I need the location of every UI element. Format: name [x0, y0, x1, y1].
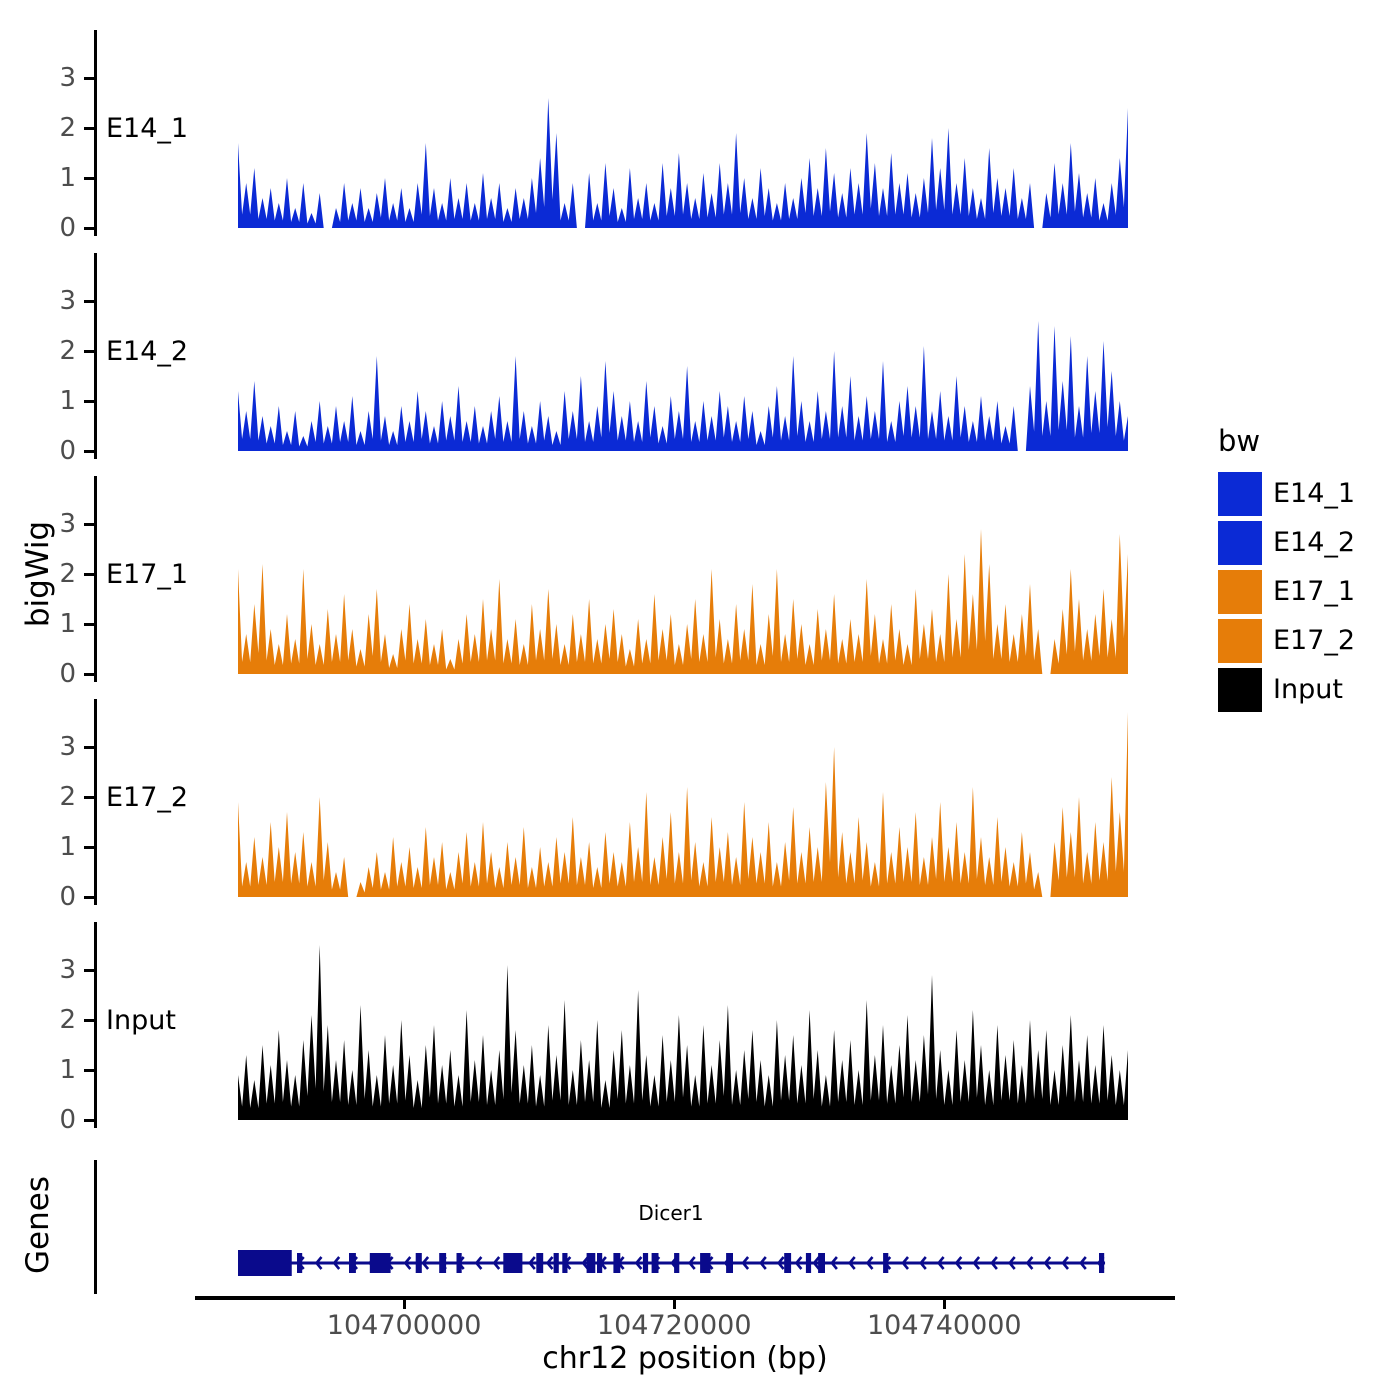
legend-items: E14_1 E14_2 E17_1 E17_2 Input	[1205, 470, 1400, 715]
y-tick-mark	[84, 846, 95, 849]
y-axis-line	[94, 476, 97, 682]
x-tick-mark	[402, 1300, 406, 1309]
legend-item-E14_1: E14_1	[1205, 470, 1400, 519]
legend-item-label: Input	[1273, 674, 1343, 705]
y-tick-mark	[84, 796, 95, 799]
y-tick-mark	[84, 523, 95, 526]
y-tick-label: 3	[59, 955, 76, 985]
legend-swatch	[1218, 521, 1262, 565]
track-label-E14_1: E14_1	[106, 113, 189, 144]
legend-swatch	[1218, 472, 1262, 516]
genes-y-axis-line	[94, 1160, 97, 1294]
legend-item-label: E17_1	[1273, 576, 1356, 607]
track-label-Input: Input	[106, 1005, 176, 1036]
y-tick-label: 2	[59, 336, 76, 366]
y-tick-mark	[84, 450, 95, 453]
y-tick-label: 0	[59, 1105, 76, 1135]
x-tick-label: 104740000	[867, 1310, 1022, 1341]
y-tick-label: 0	[59, 213, 76, 243]
signal-area-E17_2	[238, 712, 1128, 897]
y-tick-label: 1	[59, 1055, 76, 1085]
legend-item-E14_2: E14_2	[1205, 519, 1400, 568]
signal-area-E14_2	[238, 321, 1128, 451]
y-tick-mark	[84, 1119, 95, 1122]
track-panel-Input: 0 1 2 3 Input	[0, 920, 1400, 1143]
y-tick-label: 0	[59, 882, 76, 912]
track-panel-E17_2: 0 1 2 3 E17_2	[0, 697, 1400, 920]
y-tick-label: 1	[59, 386, 76, 416]
y-tick-label: 3	[59, 63, 76, 93]
legend-swatch	[1218, 570, 1262, 614]
gene-model-Dicer1	[238, 1250, 1106, 1276]
y-tick-mark	[84, 127, 95, 130]
y-tick-mark	[84, 746, 95, 749]
legend-item-label: E17_2	[1273, 625, 1356, 656]
y-tick-mark	[84, 896, 95, 899]
x-tick-label: 104700000	[326, 1310, 482, 1341]
x-axis-title: chr12 position (bp)	[542, 1341, 828, 1376]
legend: bw E14_1 E14_2 E17_1 E17_2 Input	[1205, 424, 1400, 715]
gene-track-panel: Dicer1	[0, 1153, 1400, 1300]
y-axis-line	[94, 922, 97, 1128]
legend-item-label: E14_1	[1273, 478, 1356, 509]
track-panel-E14_2: 0 1 2 3 E14_2	[0, 251, 1400, 474]
track-panel-E17_1: 0 1 2 3 E17_1	[0, 474, 1400, 697]
legend-item-E17_1: E17_1	[1205, 568, 1400, 617]
y-tick-label: 0	[59, 436, 76, 466]
track-label-E17_1: E17_1	[106, 559, 189, 590]
y-tick-label: 0	[59, 659, 76, 689]
y-tick-label: 1	[59, 832, 76, 862]
y-tick-label: 3	[59, 286, 76, 316]
y-tick-mark	[84, 673, 95, 676]
x-tick-mark	[672, 1300, 676, 1309]
y-axis-line	[94, 699, 97, 905]
y-tick-label: 1	[59, 609, 76, 639]
y-tick-mark	[84, 1019, 95, 1022]
signal-area-E14_1	[238, 98, 1128, 228]
x-tick-label: 104720000	[596, 1310, 752, 1341]
legend-item-label: E14_2	[1273, 527, 1356, 558]
y-tick-label: 2	[59, 1005, 76, 1035]
y-tick-mark	[84, 573, 95, 576]
legend-swatch	[1218, 619, 1262, 663]
y-axis-line	[94, 30, 97, 236]
y-tick-mark	[84, 1069, 95, 1072]
y-tick-mark	[84, 177, 95, 180]
legend-item-Input: Input	[1205, 666, 1400, 715]
y-axis-line	[94, 253, 97, 459]
y-tick-mark	[84, 300, 95, 303]
legend-title: bw	[1218, 424, 1261, 458]
track-label-E14_2: E14_2	[106, 336, 189, 367]
legend-item-E17_2: E17_2	[1205, 617, 1400, 666]
track-label-E17_2: E17_2	[106, 782, 189, 813]
y-tick-label: 3	[59, 732, 76, 762]
x-tick-mark	[942, 1300, 946, 1309]
y-tick-mark	[84, 400, 95, 403]
y-tick-mark	[84, 227, 95, 230]
y-tick-mark	[84, 77, 95, 80]
signal-area-Input	[238, 945, 1128, 1120]
y-tick-mark	[84, 623, 95, 626]
y-tick-label: 3	[59, 509, 76, 539]
y-tick-mark	[84, 350, 95, 353]
y-tick-label: 2	[59, 559, 76, 589]
y-tick-mark	[84, 969, 95, 972]
signal-area-E17_1	[238, 529, 1128, 674]
gene-name-label: Dicer1	[638, 1201, 704, 1225]
y-tick-label: 1	[59, 163, 76, 193]
y-tick-label: 2	[59, 113, 76, 143]
legend-swatch	[1218, 668, 1262, 712]
track-panel-E14_1: 0 1 2 3 E14_1	[0, 28, 1400, 251]
x-axis-line	[195, 1296, 1175, 1300]
y-tick-label: 2	[59, 782, 76, 812]
